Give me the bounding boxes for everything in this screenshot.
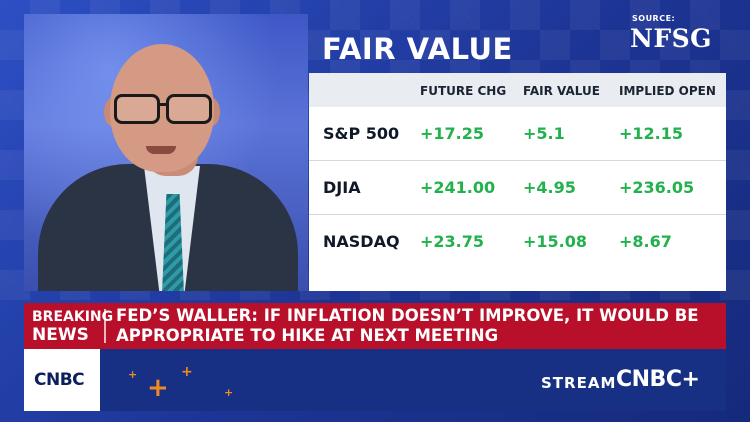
fair-value-value: +5.1 xyxy=(523,124,565,143)
panel-title: FAIR VALUE xyxy=(322,32,513,66)
breaking-news-banner: BREAKING NEWS FED’S WALLER: IF INFLATION… xyxy=(24,303,726,349)
plus-icon: + xyxy=(128,368,138,381)
table-header: FUTURE CHG FAIR VALUE IMPLIED OPEN xyxy=(309,73,726,107)
source-label: SOURCE: xyxy=(632,14,676,23)
plus-icon: + xyxy=(224,386,234,399)
plus-icon: + xyxy=(147,373,169,403)
breaking-headline: FED’S WALLER: IF INFLATION DOESN’T IMPRO… xyxy=(116,306,699,345)
breaking-label-line2: NEWS xyxy=(32,325,89,345)
presenter-glasses xyxy=(112,94,212,124)
cnbc-logo: CNBC xyxy=(34,370,85,390)
future-chg-value: +17.25 xyxy=(420,124,485,143)
table-row: S&P 500 +17.25 +5.1 +12.15 xyxy=(309,107,726,161)
network-logo-box: CNBC xyxy=(24,349,100,411)
table-row: DJIA +241.00 +4.95 +236.05 xyxy=(309,161,726,215)
implied-open-value: +236.05 xyxy=(619,178,695,197)
fair-value-table: FUTURE CHG FAIR VALUE IMPLIED OPEN S&P 5… xyxy=(309,73,726,291)
bottom-strip: CNBC + + + + STREAM CNBC+ xyxy=(24,349,726,411)
stream-label: STREAM xyxy=(541,374,617,392)
index-name: DJIA xyxy=(323,178,361,197)
column-header-fair-value: FAIR VALUE xyxy=(523,84,600,98)
future-chg-value: +241.00 xyxy=(420,178,496,197)
implied-open-value: +12.15 xyxy=(619,124,684,143)
banner-divider xyxy=(104,309,106,343)
column-header-future-chg: FUTURE CHG xyxy=(420,84,507,98)
glasses-lens-left xyxy=(114,94,160,124)
breaking-label-line1: BREAKING xyxy=(32,309,114,325)
glasses-lens-right xyxy=(166,94,212,124)
presenter-tie xyxy=(162,194,184,291)
fair-value-value: +15.08 xyxy=(523,232,588,251)
presenter-video xyxy=(24,14,308,291)
plus-icon: + xyxy=(181,364,193,380)
presenter-mouth xyxy=(146,146,176,154)
future-chg-value: +23.75 xyxy=(420,232,485,251)
column-header-implied-open: IMPLIED OPEN xyxy=(619,84,716,98)
cnbc-plus-logo: CNBC+ xyxy=(616,367,700,392)
source-logo: NFSG xyxy=(630,24,713,53)
glasses-bridge xyxy=(157,103,167,106)
index-name: S&P 500 xyxy=(323,124,400,143)
table-row: NASDAQ +23.75 +15.08 +8.67 xyxy=(309,215,726,269)
breaking-news-label: BREAKING NEWS xyxy=(32,308,113,344)
fair-value-value: +4.95 xyxy=(523,178,576,197)
index-name: NASDAQ xyxy=(323,232,400,251)
implied-open-value: +8.67 xyxy=(619,232,672,251)
